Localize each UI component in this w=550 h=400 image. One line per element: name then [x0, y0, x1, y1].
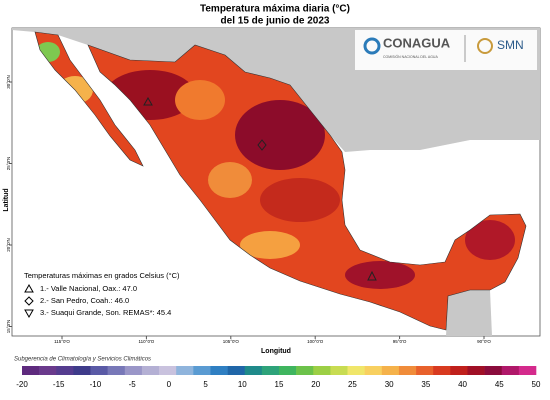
colorbar-swatch: [141, 366, 160, 375]
temperature-field: [36, 42, 515, 289]
colorbar-swatch: [313, 366, 331, 375]
lon-tick-label: 115°0'O: [54, 339, 70, 344]
colorbar-swatch: [210, 366, 228, 375]
colorbar-swatch: [227, 366, 246, 375]
colorbar-swatch: [244, 366, 263, 375]
colorbar-swatch: [107, 366, 126, 375]
lat-tick-label: 20°0'N: [6, 238, 11, 251]
legend-box: [18, 268, 228, 324]
colorbar-swatch: [467, 366, 485, 375]
colorbar-swatch: [73, 366, 91, 375]
colorbar-swatch: [398, 366, 417, 375]
legend-item: 3.- Suaqui Grande, Son. REMAS*: 45.4: [40, 308, 171, 317]
title: Temperatura máxima diaria (°C): [200, 4, 350, 15]
colorbar-swatch: [176, 366, 194, 375]
colorbar-label: 15: [275, 380, 284, 389]
subtitle: del 15 de junio de 2023: [221, 16, 330, 27]
colorbar-swatch: [364, 366, 383, 375]
colorbar-label: -10: [90, 380, 102, 389]
colorbar-swatch: [22, 366, 40, 375]
colorbar-swatch: [124, 366, 143, 375]
colorbar-swatch: [416, 366, 434, 375]
conagua-subtitle: COMISIÓN NACIONAL DEL AGUA: [383, 54, 438, 59]
colorbar-swatch: [347, 366, 365, 375]
colorbar-swatch: [450, 366, 468, 375]
colorbar-label: 25: [348, 380, 357, 389]
marker-1: [367, 270, 377, 281]
colorbar-label: 20: [311, 380, 320, 389]
footer: Subgerencia de Climatología y Servicios …: [14, 357, 151, 363]
x-axis-label: Longitud: [261, 348, 291, 355]
lon-ticks: 115°0'O 110°0'O 105°0'O 100°0'O 95°0'O 90°0'O: [54, 336, 491, 344]
colorbar-label: 40: [458, 380, 467, 389]
y-axis-label: Latitud: [3, 188, 10, 211]
smn-icon: [477, 38, 493, 54]
colorbar-label: 45: [495, 380, 504, 389]
colorbar-swatch: [381, 366, 400, 375]
central-america-land: [446, 290, 492, 336]
lat-ticks: 30°0'N 25°0'N 20°0'N 15°0'N: [6, 75, 12, 333]
colorbar-label: -15: [53, 380, 65, 389]
colorbar-label: 35: [421, 380, 430, 389]
lon-tick-label: 100°0'O: [307, 339, 324, 344]
colorbar-swatch: [279, 366, 297, 375]
colorbar-label: 5: [203, 380, 208, 389]
conagua-logo: CONAGUA: [383, 35, 451, 50]
legend-symbol-1: [24, 283, 34, 293]
legend-item: 2.- San Pedro, Coah.: 46.0: [40, 296, 129, 305]
colorbar-label: 30: [385, 380, 394, 389]
logo-box: [355, 30, 537, 70]
colorbar-label: 0: [167, 380, 172, 389]
colorbar-swatch: [484, 366, 503, 375]
colorbar-swatch: [39, 366, 57, 375]
lat-tick-label: 25°0'N: [6, 157, 11, 170]
colorbar-swatch: [296, 366, 314, 375]
lon-tick-label: 95°0'O: [393, 339, 407, 344]
colorbar-label: 50: [532, 380, 541, 389]
legend-item: 1.- Valle Nacional, Oax.: 47.0: [40, 284, 137, 293]
colorbar-swatch: [433, 366, 451, 375]
marker-3: [143, 96, 153, 106]
smn-logo: SMN: [497, 38, 524, 52]
colorbar-swatch: [90, 366, 108, 375]
colorbar-swatch: [501, 366, 520, 375]
legend-symbol-2: [24, 296, 34, 306]
colorbar-label: 10: [238, 380, 247, 389]
colorbar-label: -5: [129, 380, 137, 389]
legend-symbol-3: [24, 309, 34, 319]
colorbar-swatch: [330, 366, 348, 375]
legend-title: Temperaturas máximas en grados Celsius (…: [24, 271, 180, 280]
marker-2: [257, 139, 267, 151]
colorbar-swatch: [518, 366, 537, 375]
lon-tick-label: 110°0'O: [138, 339, 154, 344]
colorbar-swatch: [56, 366, 74, 375]
colorbar-swatch: [159, 366, 177, 375]
colorbar-swatch: [261, 366, 280, 375]
lon-tick-label: 90°0'O: [477, 339, 491, 344]
lon-tick-label: 105°0'O: [223, 339, 240, 344]
colorbar: -20 -15 -10 -5 0 5 10 15 20 25 30 35 40 45 50: [16, 366, 541, 389]
colorbar-label: -20: [16, 380, 28, 389]
colorbar-swatch: [193, 366, 211, 375]
conagua-icon: [363, 37, 381, 55]
lat-tick-label: 30°0'N: [6, 75, 11, 88]
lat-tick-label: 15°0'N: [6, 320, 11, 333]
